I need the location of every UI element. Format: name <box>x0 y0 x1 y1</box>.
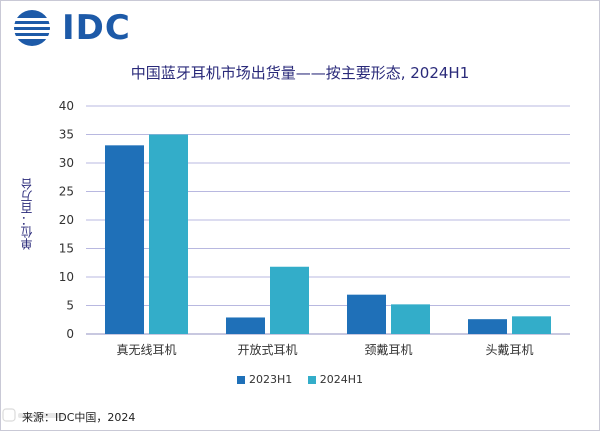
bar-2024h1-3 <box>512 316 551 334</box>
x-tick-label-2: 颈戴耳机 <box>364 342 412 357</box>
y-tick-label-10: 10 <box>59 270 74 284</box>
x-tick-label-1: 开放式耳机 <box>237 342 297 357</box>
legend-label-2024h1: 2024H1 <box>319 373 364 386</box>
bar-2023h1-3 <box>468 319 507 334</box>
legend-item-2023h1: 2023H1 <box>236 373 293 386</box>
y-tick-label-25: 25 <box>59 185 74 199</box>
y-tick-label-5: 5 <box>66 299 74 313</box>
legend-swatch-2023h1 <box>236 375 245 384</box>
chart-title: 中国蓝牙耳机市场出货量——按主要形态, 2024H1 <box>130 64 470 82</box>
x-tick-label-0: 真无线耳机 <box>116 343 176 357</box>
y-tick-label-15: 15 <box>59 242 74 256</box>
y-tick-label-30: 30 <box>59 156 74 170</box>
bar-2023h1-2 <box>347 294 386 334</box>
y-tick-label-35: 35 <box>59 128 74 142</box>
x-tick-label-3: 头戴耳机 <box>485 342 533 357</box>
y-tick-label-0: 0 <box>66 327 74 341</box>
bar-2024h1-1 <box>270 266 309 334</box>
legend: 2023H1 2024H1 <box>0 373 600 387</box>
legend-label-2023h1: 2023H1 <box>248 373 293 386</box>
legend-swatch-2024h1 <box>307 375 316 384</box>
source-note: 来源：IDC中国，2024 <box>22 411 136 424</box>
bar-2023h1-0 <box>105 145 144 334</box>
y-tick-label-20: 20 <box>59 213 74 227</box>
watermark-icon <box>2 408 64 422</box>
globe-icon <box>14 10 50 46</box>
idc-logo: IDC <box>12 8 152 48</box>
logo-text: IDC <box>62 8 131 48</box>
bar-2024h1-2 <box>391 304 430 334</box>
legend-item-2024h1: 2024H1 <box>307 373 364 386</box>
y-tick-label-40: 40 <box>59 99 74 113</box>
bar-2024h1-0 <box>149 134 188 334</box>
bar-2023h1-1 <box>226 317 265 334</box>
